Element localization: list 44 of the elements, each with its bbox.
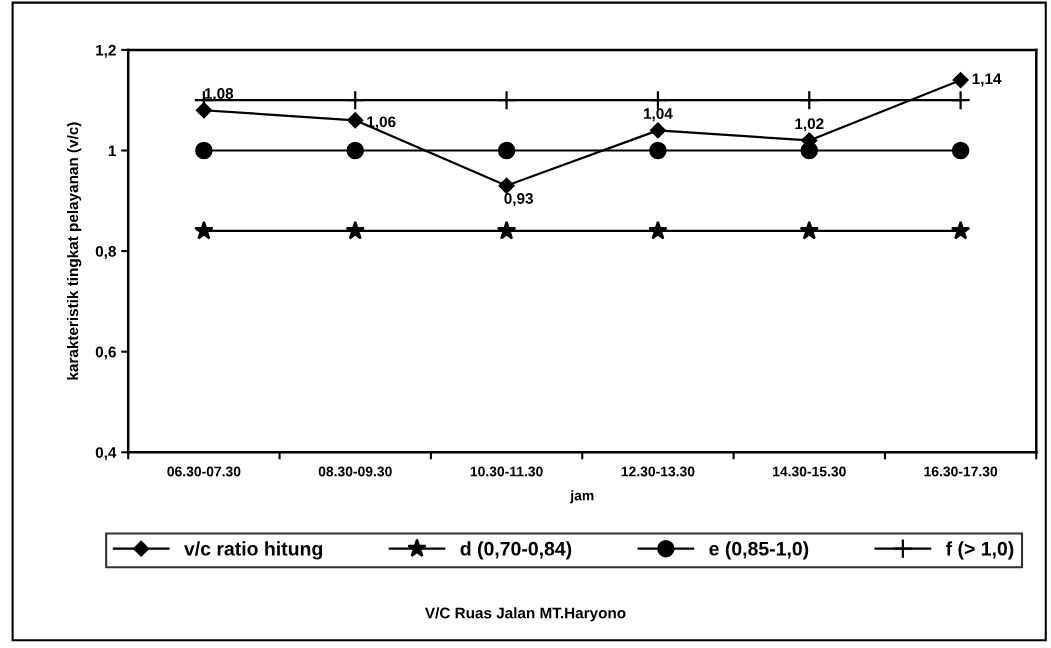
legend-label: d (0,70-0,84) bbox=[460, 541, 572, 560]
x-tick-label: 10.30-11.30 bbox=[470, 466, 543, 477]
text: V/C Ruas Jalan MT.Haryono bbox=[425, 607, 626, 622]
point bbox=[496, 90, 517, 111]
y-tick-label: 0,6 bbox=[95, 346, 116, 360]
x-tick-label: 08.30-09.30 bbox=[318, 466, 392, 477]
point bbox=[800, 141, 819, 160]
y-tick-label: 0,8 bbox=[95, 245, 116, 259]
x-tick-label: 06.30-07.30 bbox=[167, 466, 241, 477]
point bbox=[497, 141, 516, 160]
data-label: 1,02 bbox=[795, 118, 824, 132]
point bbox=[649, 141, 667, 160]
y-axis-title: karakteristik tingkat pelayanan (v/c) bbox=[66, 122, 82, 380]
x-tick-label: 14.30-15.30 bbox=[773, 466, 846, 477]
y-tick-label: 0,4 bbox=[95, 447, 117, 461]
y-tick-label: 1 bbox=[108, 145, 116, 157]
point bbox=[345, 90, 366, 111]
data-label: 1,04 bbox=[644, 108, 673, 122]
x-axis-title: jam bbox=[570, 490, 594, 504]
data-label: 0,93 bbox=[504, 193, 533, 207]
point bbox=[950, 220, 971, 240]
point bbox=[347, 112, 364, 129]
point bbox=[649, 122, 666, 139]
legend-label: v/c ratio hitung bbox=[184, 541, 322, 560]
point bbox=[346, 141, 364, 160]
point bbox=[799, 90, 820, 111]
point bbox=[951, 141, 970, 160]
y-tick-label: 1,2 bbox=[96, 44, 116, 58]
point bbox=[498, 177, 515, 194]
point bbox=[952, 72, 969, 89]
x-tick-label: 12.30-13.30 bbox=[621, 466, 695, 477]
point bbox=[799, 220, 819, 240]
data-label: 1,14 bbox=[972, 73, 1002, 87]
point bbox=[194, 220, 214, 240]
legend-label: f (> 1,0) bbox=[945, 541, 1014, 560]
point bbox=[195, 141, 213, 160]
data-label: 1,06 bbox=[367, 116, 396, 130]
data-label: 1,08 bbox=[204, 88, 234, 102]
point bbox=[648, 220, 668, 240]
point bbox=[345, 220, 365, 240]
legend-label: e (0,85-1,0) bbox=[709, 541, 809, 560]
point bbox=[950, 90, 971, 111]
point bbox=[496, 220, 517, 240]
x-tick-label: 16.30-17.30 bbox=[924, 466, 998, 477]
